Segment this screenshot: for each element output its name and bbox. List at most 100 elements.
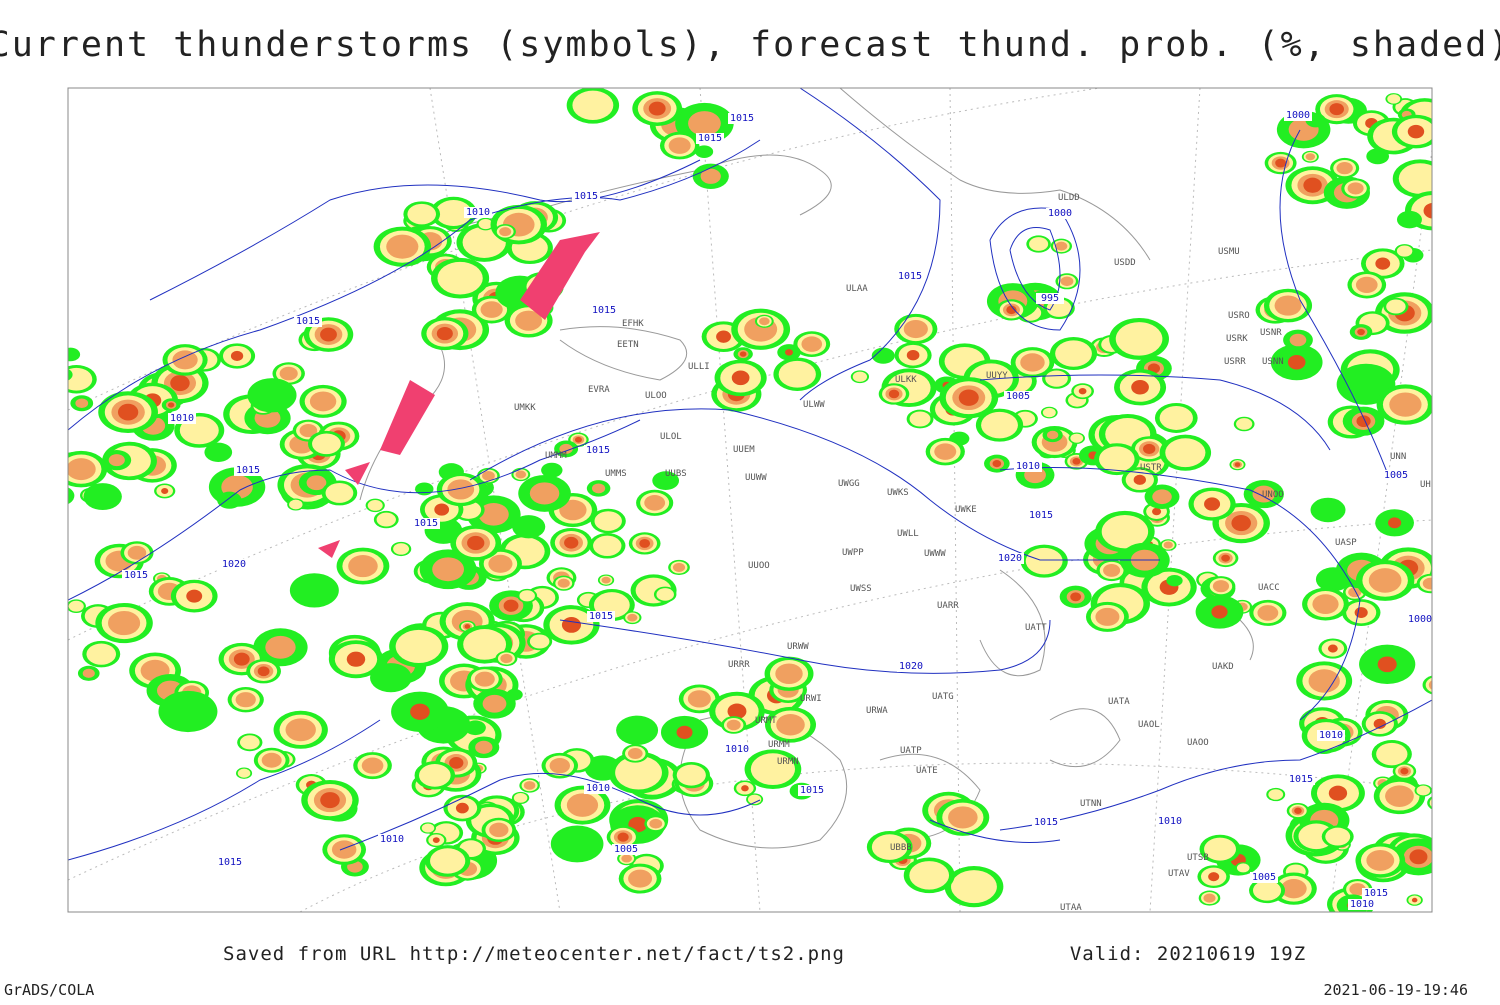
- shade-cell: [170, 375, 190, 392]
- shade-cell: [1152, 489, 1172, 505]
- station-label: UAOO: [1187, 738, 1209, 748]
- shade-cell: [687, 690, 711, 708]
- shade-cell: [1165, 438, 1206, 468]
- shade-cell: [906, 350, 920, 361]
- shade-cell: [376, 512, 396, 527]
- shade-cell: [204, 442, 233, 462]
- shade-cell: [1045, 370, 1068, 387]
- shade-cell: [464, 624, 471, 629]
- station-label: ULKK: [895, 375, 917, 385]
- shade-cell: [716, 330, 732, 343]
- shade-cell: [1221, 554, 1230, 562]
- shade-cell: [676, 764, 706, 786]
- shade-cell: [331, 840, 357, 859]
- shade-cell: [574, 436, 582, 443]
- isobar-label: 1005: [1384, 470, 1408, 481]
- shade-cell: [217, 491, 242, 509]
- shade-cell: [279, 366, 298, 381]
- shade-cell: [117, 403, 139, 421]
- shade-cell: [1103, 564, 1121, 577]
- shade-cell: [559, 499, 587, 521]
- shade-cell: [68, 367, 93, 391]
- station-label: USNN: [1262, 357, 1284, 367]
- shade-cell: [652, 471, 680, 490]
- station-label: UATA: [1108, 697, 1130, 707]
- isobar-label: 1010: [1158, 816, 1182, 827]
- isobar-label-bg: [1284, 110, 1312, 121]
- isobar-label-bg: [1406, 614, 1432, 625]
- shade-cell: [750, 753, 796, 786]
- shade-cell: [75, 398, 89, 409]
- shade-cell: [615, 755, 662, 790]
- shade-cell: [695, 145, 714, 158]
- isobar-label-bg: [1036, 293, 1064, 304]
- shade-cell: [727, 703, 747, 720]
- shade-cell: [1429, 798, 1432, 808]
- station-label: URRR: [728, 660, 750, 670]
- isobar-label: 1015: [414, 518, 438, 529]
- shade-cell: [312, 433, 341, 455]
- shade-cell: [1375, 257, 1391, 270]
- isobar-label: 1010: [1016, 461, 1040, 472]
- shade-cell: [478, 218, 493, 230]
- isobar-label: 1010: [725, 744, 749, 755]
- isobar-label-bg: [1014, 461, 1042, 472]
- isobars: [68, 88, 1432, 861]
- shade-cell: [1411, 897, 1418, 903]
- station-label: UTNN: [1080, 799, 1102, 809]
- shade-cell: [1407, 124, 1425, 139]
- shade-cell: [410, 703, 430, 720]
- shade-cell: [1131, 379, 1149, 395]
- isobar-label-bg: [1027, 510, 1055, 521]
- shade-cell: [992, 460, 1002, 468]
- shade-cell: [161, 488, 169, 494]
- shade-cell: [1373, 718, 1386, 729]
- shade-cell: [257, 666, 270, 677]
- shade-cell: [430, 848, 466, 874]
- shade-cell: [503, 599, 519, 612]
- shade-cell: [1204, 497, 1221, 511]
- shade-cell: [1029, 237, 1049, 251]
- shade-cell: [628, 869, 653, 888]
- station-label: UWGG: [838, 479, 860, 489]
- station-label: URMN: [777, 757, 799, 767]
- isobar-label: 1005: [614, 844, 638, 855]
- shade-cell: [1204, 837, 1236, 861]
- station-label: UWKE: [955, 505, 977, 515]
- station-label: UHBB: [1420, 480, 1442, 490]
- shade-cell: [247, 378, 297, 413]
- shade-cell: [1070, 433, 1084, 443]
- isobar-label-bg: [696, 133, 724, 144]
- shade-cell: [934, 443, 957, 460]
- shade-cell: [467, 535, 485, 551]
- station-label: UWSS: [850, 584, 872, 594]
- shade-cell: [564, 536, 579, 549]
- shade-cell: [1348, 587, 1362, 598]
- station-label: UMKK: [514, 403, 536, 413]
- station-label: ULWW: [803, 400, 825, 410]
- shade-cell: [741, 785, 749, 792]
- isobar-label-bg: [1317, 730, 1345, 741]
- shade-cell: [419, 764, 451, 787]
- isobar-label: 1010: [1350, 899, 1374, 910]
- shade-cell: [515, 310, 543, 331]
- station-label: URMM: [768, 740, 790, 750]
- shade-cell: [627, 747, 643, 760]
- shade-cell: [572, 90, 614, 120]
- shade-cell: [676, 725, 693, 739]
- station-label: UUEM: [733, 445, 755, 455]
- station-label: UUOO: [748, 561, 770, 571]
- station-label: UUWW: [745, 473, 767, 483]
- shade-cell: [557, 578, 570, 588]
- shade-cell: [482, 694, 507, 713]
- isobar-label: 1020: [998, 553, 1022, 564]
- shade-cell: [421, 823, 435, 833]
- isobar-label: 1015: [218, 857, 242, 868]
- isobar-label: 1010: [380, 834, 404, 845]
- shade-cell: [395, 629, 442, 664]
- shade-cell: [482, 471, 495, 481]
- shade-cell: [478, 502, 509, 526]
- isobar-label: 1015: [236, 465, 260, 476]
- shade-cell: [981, 411, 1018, 439]
- shade-cell: [68, 600, 84, 612]
